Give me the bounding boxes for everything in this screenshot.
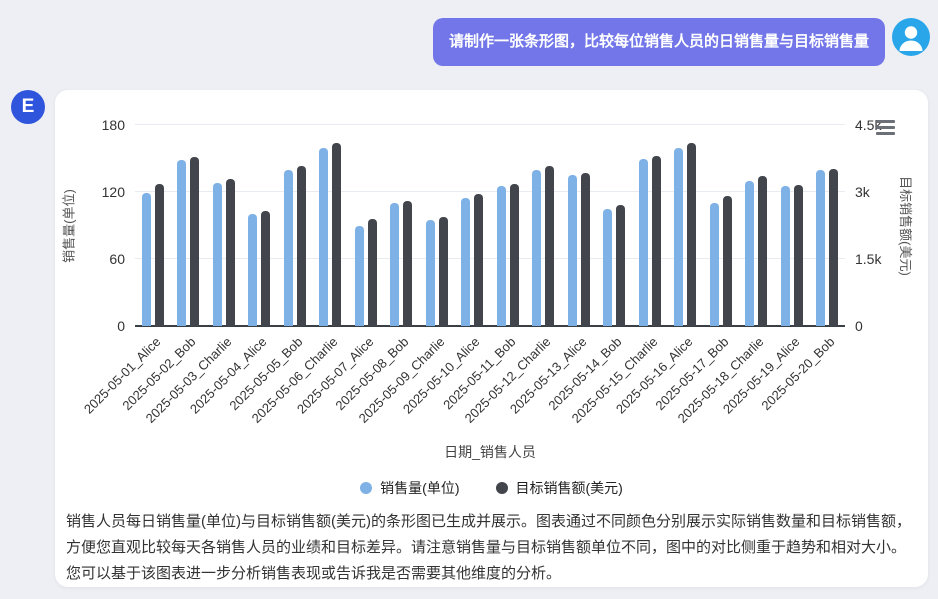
bar-target-amount[interactable]: [509, 184, 519, 326]
assistant-response-card: 销售量(单位) 目标销售额(美元) 0 0 60 1.5k 120 3k 180 4.5k 2…: [55, 90, 928, 587]
bar-target-amount[interactable]: [793, 185, 803, 326]
bar-target-amount[interactable]: [296, 166, 306, 326]
bars-layer: [135, 125, 845, 326]
y-axis-tick-right: 3k: [855, 184, 870, 201]
bar-target-amount[interactable]: [154, 184, 164, 326]
y-axis-tick-left: 120: [101, 184, 125, 201]
bar-sales-volume[interactable]: [212, 183, 222, 326]
chart-plot-area: 销售量(单位) 目标销售额(美元) 0 0 60 1.5k 120 3k 180 4.5k: [62, 117, 914, 334]
bar-target-amount[interactable]: [332, 142, 342, 326]
user-message-bubble: 请制作一张条形图，比较每位销售人员的日销售量与目标销售量: [432, 18, 885, 66]
bar-sales-volume[interactable]: [496, 186, 506, 326]
bar-sales-volume[interactable]: [638, 158, 648, 326]
bar-group: [597, 125, 633, 326]
x-axis-title: 日期_销售人员: [444, 444, 536, 460]
chart-legend: 销售量(单位) 目标销售额(美元): [55, 478, 928, 498]
bar-target-amount[interactable]: [545, 166, 555, 326]
bar-group: [313, 125, 349, 326]
bar-group: [526, 125, 562, 326]
y-axis-tick-left: 0: [117, 318, 125, 334]
legend-label: 目标销售额(美元): [515, 480, 623, 496]
x-axis-line: [135, 325, 845, 327]
bar-group: [135, 125, 171, 326]
gridline: [135, 191, 845, 193]
bar-target-amount[interactable]: [616, 205, 626, 326]
bar-target-amount[interactable]: [580, 173, 590, 326]
user-message-row: 请制作一张条形图，比较每位销售人员的日销售量与目标销售量: [432, 18, 930, 66]
bar-sales-volume[interactable]: [248, 214, 258, 326]
bar-target-amount[interactable]: [438, 216, 448, 326]
y-axis-tick-left: 60: [109, 251, 125, 268]
gridline: [135, 124, 845, 125]
user-avatar: [892, 18, 930, 56]
bar-group: [348, 125, 384, 326]
bar-sales-volume[interactable]: [674, 148, 684, 326]
analysis-text: 销售人员每日销售量(单位)与目标销售额(美元)的条形图已生成并展示。图表通过不同…: [66, 513, 911, 582]
y-axis-tick-left: 180: [101, 117, 125, 133]
bar-sales-volume[interactable]: [780, 186, 790, 326]
bar-group: [774, 125, 810, 326]
x-axis-labels: 2025-05-01_Alice 2025-05-02_Bob 2025-05-03…: [81, 332, 845, 444]
bar-group: [490, 125, 526, 326]
bar-sales-volume[interactable]: [319, 148, 329, 326]
left-axis-title: 销售量(单位): [61, 188, 77, 263]
bar-group: [810, 125, 846, 326]
legend-dot-icon: [495, 482, 508, 494]
bar-sales-volume[interactable]: [603, 208, 613, 326]
gridline: [135, 258, 845, 260]
bar-target-amount[interactable]: [261, 210, 271, 326]
bar-sales-volume[interactable]: [567, 175, 577, 326]
legend-item-sales-volume[interactable]: 销售量(单位): [360, 478, 460, 498]
bar-sales-volume[interactable]: [816, 169, 826, 326]
bar-sales-volume[interactable]: [283, 169, 293, 326]
bar-target-amount[interactable]: [367, 218, 377, 326]
bar-sales-volume[interactable]: [390, 203, 400, 326]
bar-sales-volume[interactable]: [709, 203, 719, 326]
right-axis-title: 目标销售额(美元): [898, 175, 914, 276]
y-axis-tick-right: 0: [855, 318, 863, 334]
bar-target-amount[interactable]: [651, 156, 661, 326]
bar-group: [419, 125, 455, 326]
chart-menu-icon[interactable]: [876, 120, 895, 138]
bar-group: [668, 125, 704, 326]
y-axis-tick-right: 4.5k: [855, 117, 882, 133]
bar-group: [632, 125, 668, 326]
bar-target-amount[interactable]: [190, 157, 200, 326]
legend-item-target-amount[interactable]: 目标销售额(美元): [495, 478, 623, 498]
bar-group: [171, 125, 207, 326]
bar-group: [384, 125, 420, 326]
assistant-logo-icon: E: [21, 96, 35, 117]
bar-group: [703, 125, 739, 326]
bar-target-amount[interactable]: [687, 142, 697, 326]
legend-dot-icon: [360, 482, 373, 494]
bar-sales-volume[interactable]: [461, 197, 471, 326]
bar-sales-volume[interactable]: [141, 193, 151, 326]
bar-target-amount[interactable]: [403, 200, 413, 326]
bar-group: [206, 125, 242, 326]
bar-group: [242, 125, 278, 326]
bar-target-amount[interactable]: [474, 194, 484, 326]
bar-group: [277, 125, 313, 326]
y-axis-tick-right: 1.5k: [855, 251, 882, 268]
person-icon: [899, 26, 923, 51]
bar-group: [561, 125, 597, 326]
bar-sales-volume[interactable]: [354, 225, 364, 326]
bar-sales-volume[interactable]: [177, 159, 187, 326]
legend-label: 销售量(单位): [380, 480, 460, 496]
bar-target-amount[interactable]: [722, 196, 732, 326]
bar-sales-volume[interactable]: [425, 219, 435, 326]
bar-target-amount[interactable]: [758, 176, 768, 326]
bar-group: [739, 125, 775, 326]
bar-sales-volume[interactable]: [745, 180, 755, 326]
sales-bar-chart: 销售量(单位) 目标销售额(美元) 0 0 60 1.5k 120 3k 180 4.5k 2…: [55, 90, 928, 503]
bar-target-amount[interactable]: [829, 168, 839, 326]
bar-group: [455, 125, 491, 326]
assistant-avatar: E: [11, 90, 45, 124]
bar-sales-volume[interactable]: [532, 169, 542, 326]
bar-target-amount[interactable]: [225, 178, 235, 326]
